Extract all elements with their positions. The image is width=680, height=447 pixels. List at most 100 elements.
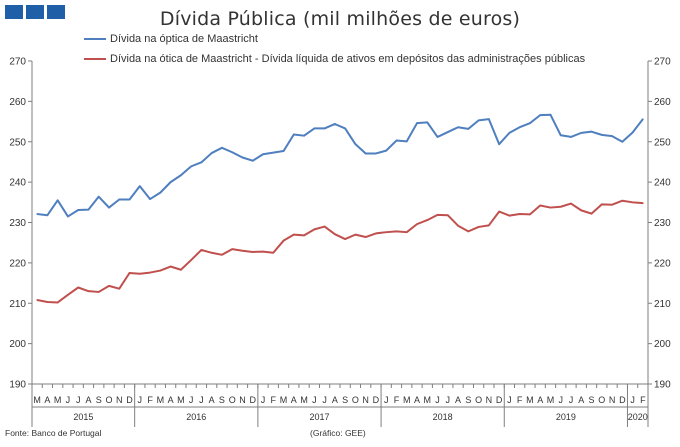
data-point-net-debt [601,203,603,206]
x-month-label: A [455,395,461,405]
y-tick-label-left: 190 [9,380,26,391]
data-point-maastricht [426,121,429,124]
data-point-maastricht [611,135,613,137]
y-tick-label-right: 200 [654,339,671,350]
data-point-net-debt [221,254,223,256]
data-point-maastricht [477,119,480,122]
data-point-maastricht [67,215,69,218]
x-month-label: O [598,395,605,405]
y-tick-label-left: 230 [9,218,26,229]
x-month-label: N [609,395,616,405]
x-month-label: N [486,395,493,405]
x-month-label: M [177,395,185,405]
data-point-net-debt [477,226,480,228]
data-point-net-debt [293,233,295,236]
x-month-label: A [414,395,420,405]
y-tick-label-left: 220 [9,258,26,269]
data-point-net-debt [149,271,151,274]
data-point-maastricht [518,126,521,129]
x-month-label: F [517,395,523,405]
data-point-maastricht [559,134,562,137]
y-tick-label-left: 210 [9,299,26,310]
data-point-maastricht [108,206,110,209]
legend-swatch-red [84,58,106,60]
data-point-net-debt [395,230,398,233]
data-point-net-debt [67,293,69,296]
data-point-maastricht [282,150,285,152]
data-point-maastricht [221,147,223,149]
data-point-net-debt [580,209,583,212]
data-point-net-debt [375,232,377,235]
data-point-maastricht [570,136,572,138]
data-point-net-debt [303,234,305,237]
series-line-net-debt [36,199,643,304]
data-point-net-debt [436,214,439,216]
data-point-net-debt [108,285,110,287]
data-point-maastricht [97,195,100,198]
data-point-maastricht [149,198,151,200]
x-month-label: A [85,395,91,405]
institution-logo-icon [5,5,65,19]
legend-item-maastricht: Dívida na óptica de Maastricht [84,33,258,45]
x-month-label: J [261,395,266,405]
x-month-label: J [312,395,317,405]
data-point-net-debt [457,224,459,227]
data-point-maastricht [210,152,213,154]
data-point-maastricht [385,149,388,152]
x-month-label: J [189,395,194,405]
data-point-net-debt [539,204,541,207]
data-point-maastricht [631,131,634,134]
data-point-maastricht [323,127,326,130]
data-point-net-debt [354,233,357,236]
data-point-maastricht [498,143,500,145]
x-month-label: J [435,395,440,405]
x-month-label: A [578,395,584,405]
x-month-label: J [66,395,71,405]
x-month-label: S [465,395,471,405]
x-month-label: N [362,395,369,405]
data-point-maastricht [118,198,121,201]
data-point-net-debt [467,230,470,233]
data-point-maastricht [200,161,203,164]
data-point-maastricht [190,165,192,168]
x-month-label: A [44,395,50,405]
data-point-maastricht [36,213,38,215]
data-point-net-debt [282,239,285,242]
chart-title: Dívida Pública (mil milhões de euros) [159,8,521,30]
data-point-net-debt [118,287,121,290]
x-month-label: A [168,395,174,405]
data-point-maastricht [621,140,624,143]
data-point-net-debt [590,212,593,215]
x-month-label: D [249,395,256,405]
data-point-maastricht [416,122,418,124]
x-year-label: 2016 [186,412,206,422]
data-point-net-debt [385,231,388,233]
data-point-maastricht [251,159,254,162]
x-month-label: J [384,395,389,405]
data-point-net-debt [77,286,79,289]
data-point-maastricht [375,152,377,155]
data-point-maastricht [580,132,583,134]
data-point-maastricht [447,131,449,133]
x-month-label: J [76,395,81,405]
legend-item-net-debt: Dívida na ótica de Maastricht - Dívida l… [84,53,585,65]
x-month-label: N [116,395,123,405]
x-year-label: 2015 [73,412,93,422]
data-point-net-debt [611,203,613,206]
data-point-net-debt [231,248,233,250]
data-point-maastricht [395,139,398,142]
x-month-label: J [630,395,635,405]
data-point-maastricht [313,127,316,130]
data-point-net-debt [488,224,490,227]
x-year-label: 2020 [628,412,648,422]
x-month-label: F [640,395,646,405]
x-month-label: M [157,395,165,405]
x-month-label: D [126,395,133,405]
data-point-net-debt [570,202,572,205]
data-point-maastricht [642,118,644,120]
data-point-net-debt [529,213,531,216]
x-month-label: J [558,395,563,405]
data-point-maastricht [139,185,141,187]
data-point-net-debt [416,223,418,225]
data-point-maastricht [467,128,470,130]
